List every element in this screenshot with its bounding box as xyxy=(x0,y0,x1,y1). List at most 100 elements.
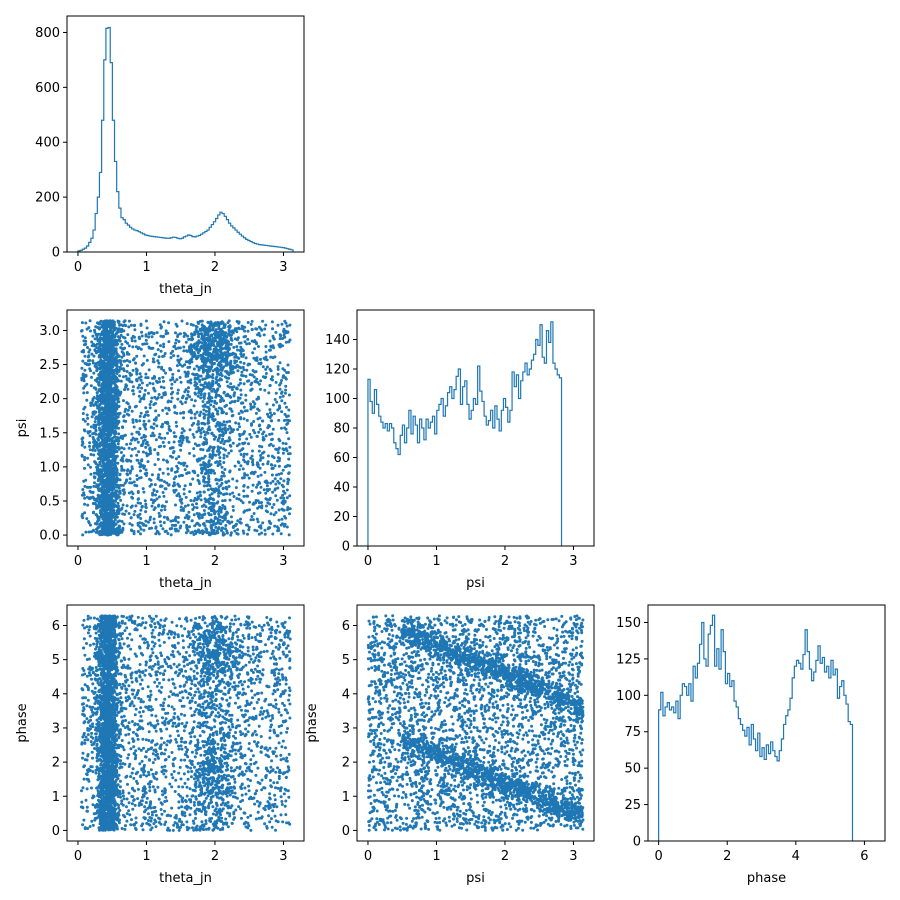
scatter-point xyxy=(181,364,184,368)
scatter-point xyxy=(82,407,86,411)
scatter-point xyxy=(121,512,125,516)
scatter-point xyxy=(179,448,183,452)
scatter-point xyxy=(201,335,205,339)
scatter-point xyxy=(239,517,242,521)
scatter-point xyxy=(211,369,215,373)
histogram-bin xyxy=(119,208,121,252)
scatter-point xyxy=(111,394,115,398)
scatter-point xyxy=(213,471,217,475)
scatter-point xyxy=(161,491,165,494)
scatter-point xyxy=(130,528,133,532)
scatter-point xyxy=(197,335,200,339)
scatter-point xyxy=(120,342,124,346)
histogram-bin xyxy=(239,234,241,252)
scatter-point xyxy=(176,397,180,401)
scatter-point xyxy=(208,359,212,363)
scatter-point xyxy=(166,431,169,435)
scatter-point xyxy=(259,473,263,477)
scatter-point xyxy=(279,532,283,536)
scatter-point xyxy=(158,432,162,436)
scatter-point xyxy=(239,453,243,456)
scatter-point xyxy=(167,406,171,410)
scatter-point xyxy=(158,520,162,524)
scatter-point xyxy=(241,349,245,352)
scatter-point xyxy=(273,355,277,359)
scatter-point xyxy=(144,474,148,477)
scatter-point xyxy=(227,376,231,380)
scatter-point xyxy=(96,326,100,329)
scatter-point xyxy=(162,379,165,383)
scatter-point xyxy=(241,374,245,378)
scatter-point xyxy=(207,353,211,357)
scatter-point xyxy=(251,502,255,506)
scatter-point xyxy=(199,383,203,387)
scatter-point xyxy=(201,346,205,350)
scatter-point xyxy=(98,408,101,412)
scatter-point xyxy=(237,468,241,471)
scatter-point xyxy=(92,484,96,488)
scatter-point xyxy=(176,520,180,524)
scatter-point xyxy=(227,451,231,455)
scatter-point xyxy=(81,359,85,363)
scatter-point xyxy=(85,413,89,417)
scatter-point xyxy=(203,472,207,476)
scatter-point xyxy=(134,504,138,508)
scatter-point xyxy=(280,426,283,430)
scatter-point xyxy=(193,391,197,395)
scatter-point xyxy=(180,431,184,435)
scatter-point xyxy=(203,358,207,362)
scatter-point xyxy=(94,402,97,406)
scatter-point xyxy=(105,532,109,536)
scatter-point xyxy=(242,417,246,421)
scatter-point xyxy=(97,505,100,509)
histogram-bin xyxy=(276,247,278,252)
scatter-point xyxy=(150,473,154,477)
scatter-point xyxy=(165,412,169,416)
scatter-point xyxy=(91,432,95,436)
scatter-point xyxy=(207,374,211,378)
scatter-point xyxy=(230,385,234,389)
scatter-point xyxy=(199,396,203,400)
scatter-point xyxy=(202,479,206,483)
scatter-point xyxy=(188,358,192,362)
scatter-point xyxy=(83,354,87,358)
scatter-point xyxy=(203,436,207,440)
scatter-point xyxy=(119,451,123,454)
scatter-point xyxy=(209,403,213,407)
scatter-point xyxy=(109,395,113,399)
histogram-bin xyxy=(259,245,261,252)
scatter-point xyxy=(277,529,281,532)
scatter-point xyxy=(82,339,86,343)
scatter-point xyxy=(92,423,96,427)
scatter-point xyxy=(188,346,192,350)
scatter-point xyxy=(91,361,95,365)
scatter-point xyxy=(224,344,228,348)
scatter-point xyxy=(222,391,226,395)
scatter-point xyxy=(209,496,213,500)
scatter-point xyxy=(85,382,89,386)
scatter-point xyxy=(273,464,277,468)
scatter-point xyxy=(214,393,218,396)
scatter-point xyxy=(101,421,105,425)
scatter-point xyxy=(92,354,96,358)
scatter-point xyxy=(163,487,167,491)
scatter-point xyxy=(176,333,180,337)
scatter-point xyxy=(277,472,281,476)
scatter-point xyxy=(124,419,128,423)
scatter-point xyxy=(214,525,218,529)
scatter-point xyxy=(109,473,113,477)
scatter-point xyxy=(259,454,263,457)
histogram-bin xyxy=(130,227,132,252)
scatter-point xyxy=(207,500,211,504)
scatter-point xyxy=(89,329,92,333)
scatter-point xyxy=(257,382,261,386)
scatter-point xyxy=(225,380,229,384)
scatter-point xyxy=(274,482,278,486)
scatter-point xyxy=(256,483,260,487)
scatter-point xyxy=(111,491,115,495)
scatter-point xyxy=(86,416,90,420)
scatter-point xyxy=(110,440,114,444)
scatter-point xyxy=(271,479,275,483)
scatter-point xyxy=(235,327,239,331)
scatter-point xyxy=(95,400,99,404)
